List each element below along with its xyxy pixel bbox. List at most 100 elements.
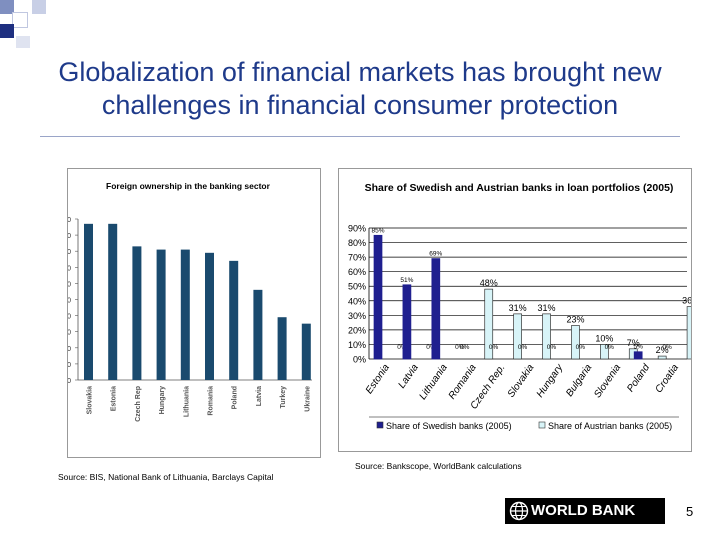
swedish-data-label: 0% [489,344,499,351]
x-tick-label: Lithuania [417,362,450,402]
x-tick-label: Romania [208,386,215,416]
x-tick-label: Hungary [535,362,566,400]
y-tick-label: 30 [68,330,71,337]
x-tick-label: Latvia [397,362,422,391]
chart-title: Foreign ownership in the banking sector [106,181,271,191]
y-tick-label: 90% [348,224,366,234]
austrian-data-label: 0% [397,344,407,351]
austrian-bar [513,313,522,360]
y-tick-label: 100 [68,217,71,224]
corner-square-5 [16,36,30,48]
y-tick-label: 10% [348,340,366,350]
x-tick-label: Estonia [364,362,392,396]
austrian-bar [484,288,494,360]
bar [132,246,142,380]
world-bank-logo [505,498,665,524]
x-tick-label: Turkey [280,386,287,409]
y-tick-label: 70 [68,265,71,272]
swedish-bar [373,234,383,360]
bar [84,223,93,380]
legend-swatch [538,421,546,429]
swedish-data-label: 0% [576,344,586,351]
austrian-data-label: 36% [682,296,691,306]
x-tick-label: Hungary [159,386,166,415]
loan-portfolio-chart-panel: Share of Swedish and Austrian banks in l… [338,168,700,452]
legend-label: Share of Austrian banks (2005) [548,421,672,431]
x-tick-label: Poland [232,386,239,409]
austrian-bar [657,355,667,360]
austrian-bar [600,344,609,360]
bar [253,289,263,380]
y-tick-label: 80% [348,238,366,248]
austrian-data-label: 2% [656,345,669,355]
x-tick-label: Romania [447,362,479,401]
x-tick-label: Bulgaria [564,362,594,399]
swedish-data-label: 51% [400,277,413,284]
swedish-data-label: 0% [547,344,557,351]
austrian-data-label: 48% [480,278,498,288]
y-tick-label: 20 [68,346,71,353]
left-chart-source: Source: BIS, National Bank of Lithuania,… [58,472,274,482]
corner-square-4 [0,24,14,38]
chart-title: Share of Swedish and Austrian banks in l… [365,182,674,194]
y-tick-label: 60% [348,267,366,277]
swedish-data-label: 0% [518,344,528,351]
y-tick-label: 60 [68,281,71,288]
austrian-data-label: 31% [538,303,556,313]
x-tick-label: Estonia [111,386,118,411]
foreign-ownership-chart-panel: Foreign ownership in the banking sector … [59,168,321,458]
y-tick-label: 40% [348,296,366,306]
x-tick-label: Lithuania [183,386,190,417]
austrian-data-label: 23% [566,315,584,325]
y-tick-label: 50 [68,298,71,305]
swedish-data-label: 0% [662,344,672,351]
bar [156,249,166,380]
swedish-data-label: 0% [460,344,470,351]
y-tick-label: 50% [348,282,366,292]
swedish-bar [431,258,441,360]
bar [108,223,118,380]
bar [180,249,190,380]
x-tick-label: Croatia [653,362,681,395]
x-tick-label: Slovenia [592,362,623,400]
y-tick-label: 90 [68,233,71,240]
bar [277,317,287,380]
x-tick-label: Ukraine [304,386,311,412]
austrian-data-label: 31% [509,303,527,313]
corner-square-2 [12,12,28,28]
austrian-bar [542,313,551,360]
x-tick-label: Slovakia [506,362,537,400]
y-tick-label: 20% [348,325,366,335]
legend-swatch [376,421,384,429]
slide-title: Globalization of financial markets has b… [58,57,662,120]
swedish-data-label: 5% [633,344,643,351]
x-tick-label: Slovakia [87,386,94,415]
austrian-bar [571,325,580,360]
loan-portfolio-chart: Share of Swedish and Austrian banks in l… [348,182,700,431]
title-divider [40,136,680,137]
swedish-data-label: 0% [605,344,615,351]
page-number: 5 [686,504,694,519]
x-tick-label: Latvia [256,386,263,406]
austrian-bar [686,306,696,360]
swedish-bar [402,284,412,360]
y-tick-label: 10 [68,362,71,369]
x-tick-label: Czech Rep [135,386,142,422]
y-tick-label: 40 [68,314,71,321]
swedish-bar [633,351,643,360]
austrian-data-label: 10% [595,333,613,343]
bar [301,323,311,380]
swedish-data-label: 85% [371,227,384,234]
bar [205,252,214,380]
swedish-data-label: 69% [429,251,442,258]
foreign-ownership-chart: Foreign ownership in the banking sector … [59,181,312,422]
y-tick-label: 0 [68,378,71,385]
austrian-data-label: 0% [455,344,465,351]
y-tick-label: 30% [348,311,366,321]
y-tick-label: 70% [348,253,366,263]
globe-icon [509,501,529,521]
austrian-data-label: 0% [426,344,436,351]
austrian-data-label: 7% [627,338,640,348]
y-tick-label: 0% [353,355,366,365]
corner-square-1 [0,0,14,14]
